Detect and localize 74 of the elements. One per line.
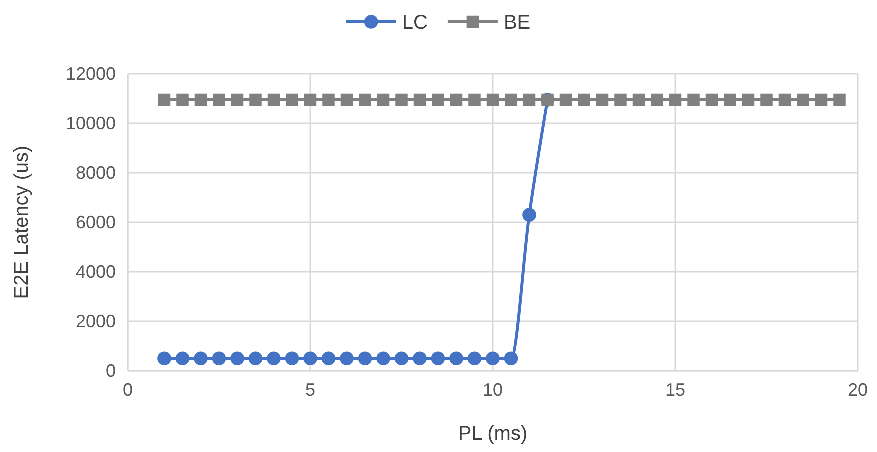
point <box>778 94 792 106</box>
point <box>432 94 444 106</box>
point <box>322 94 335 106</box>
y-tick-label: 6000 <box>76 212 116 232</box>
point <box>194 94 208 106</box>
point <box>377 94 390 106</box>
point <box>248 352 263 366</box>
point <box>158 352 172 366</box>
point <box>486 352 500 366</box>
point <box>176 94 189 106</box>
point <box>614 94 627 106</box>
point <box>522 208 536 222</box>
point <box>250 94 262 106</box>
point <box>468 94 481 106</box>
point <box>304 94 317 106</box>
point <box>486 94 500 106</box>
point <box>267 352 281 366</box>
point <box>213 94 226 106</box>
point <box>359 94 372 106</box>
point <box>413 352 427 366</box>
y-tick-label: 8000 <box>76 162 116 183</box>
point <box>340 94 354 106</box>
x-tick-label: 5 <box>305 380 316 400</box>
point <box>560 94 572 106</box>
x-tick-label: 0 <box>122 380 134 400</box>
point <box>450 94 463 106</box>
y-tick-label: 0 <box>106 360 116 381</box>
point <box>304 352 318 366</box>
point <box>394 352 409 366</box>
point <box>724 94 736 106</box>
x-tick-label: 20 <box>848 380 868 400</box>
point <box>358 352 372 366</box>
point <box>396 94 408 106</box>
point <box>286 94 298 106</box>
point <box>158 94 171 106</box>
point <box>797 94 810 106</box>
point <box>468 352 482 366</box>
point <box>194 352 208 366</box>
point <box>212 352 226 366</box>
point <box>688 94 700 106</box>
y-axis-title: E2E Latency (us) <box>11 146 33 300</box>
point <box>176 352 190 366</box>
point <box>505 94 518 106</box>
x-axis-title: PL (ms) <box>458 423 528 445</box>
point <box>651 94 664 106</box>
point <box>231 94 244 106</box>
point <box>669 94 682 106</box>
point <box>742 94 755 106</box>
point <box>414 94 426 106</box>
x-tick-label: 15 <box>665 380 686 400</box>
point <box>834 94 846 106</box>
legend-label: LC <box>402 12 428 34</box>
point <box>578 94 590 106</box>
point <box>504 352 518 366</box>
y-tick-label: 10000 <box>66 113 116 134</box>
point <box>450 352 464 366</box>
legend-label: BE <box>504 12 531 34</box>
point <box>285 352 300 366</box>
point <box>760 94 773 106</box>
y-tick-label: 2000 <box>76 311 116 332</box>
point <box>230 352 244 366</box>
x-tick-label: 10 <box>482 380 504 400</box>
point <box>268 94 280 106</box>
point <box>376 352 390 366</box>
y-tick-label: 4000 <box>76 262 116 282</box>
point <box>706 94 718 106</box>
point <box>632 94 646 106</box>
point <box>523 94 536 106</box>
point <box>431 352 446 366</box>
point <box>596 94 609 106</box>
point <box>340 352 354 366</box>
point <box>815 94 828 106</box>
point <box>322 352 336 366</box>
y-tick-label: 12000 <box>66 64 116 84</box>
